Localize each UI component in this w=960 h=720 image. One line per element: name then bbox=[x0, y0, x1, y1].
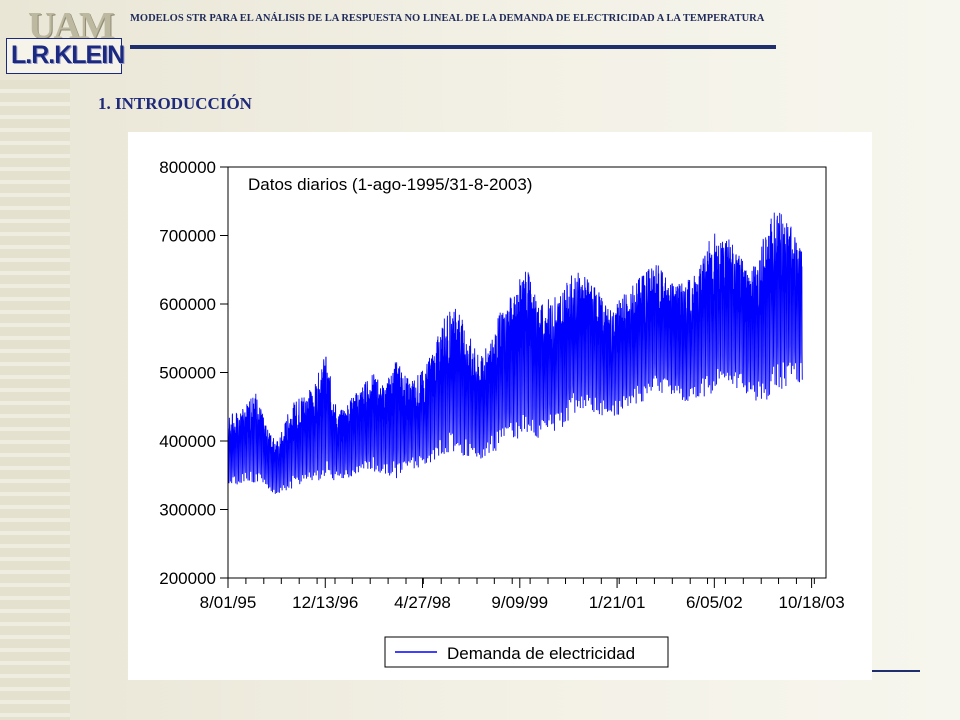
series-line-demanda bbox=[227, 212, 803, 494]
y-tick-label: 500000 bbox=[159, 364, 216, 383]
y-axis: 200000 300000 400000 500000 600000 700000 8000… bbox=[159, 158, 228, 588]
chart-panel: 200000 300000 400000 500000 600000 700000 8000… bbox=[128, 132, 872, 680]
logo-lrklein-text: L.R.KLEIN bbox=[11, 41, 125, 69]
series-layer bbox=[227, 212, 803, 494]
x-axis: 8/01/95 12/13/96 4/27/98 9/09/99 1/21/01 6/05… bbox=[200, 578, 845, 612]
x-tick-label: 12/13/96 bbox=[292, 593, 358, 612]
uam-lrklein-logo: UAM L.R.KLEIN bbox=[6, 4, 125, 74]
chart-annotation: Datos diarios (1-ago-1995/31-8-2003) bbox=[248, 175, 532, 194]
legend-label: Demanda de electricidad bbox=[447, 644, 635, 663]
y-tick-label: 200000 bbox=[159, 569, 216, 588]
x-tick-label: 9/09/99 bbox=[491, 593, 548, 612]
x-tick-label: 6/05/02 bbox=[686, 593, 743, 612]
footer-rule bbox=[872, 670, 920, 672]
header-divider bbox=[130, 45, 776, 49]
logo-box: L.R.KLEIN bbox=[6, 38, 125, 74]
x-tick-label: 8/01/95 bbox=[200, 593, 257, 612]
x-tick-label: 10/18/03 bbox=[779, 593, 845, 612]
x-tick-label: 4/27/98 bbox=[394, 593, 451, 612]
y-tick-label: 400000 bbox=[159, 432, 216, 451]
y-tick-label: 300000 bbox=[159, 501, 216, 520]
y-tick-label: 800000 bbox=[159, 158, 216, 177]
section-title: 1. INTRODUCCIÓN bbox=[98, 94, 252, 113]
legend: Demanda de electricidad bbox=[384, 636, 669, 668]
y-tick-label: 700000 bbox=[159, 227, 216, 246]
side-decoration bbox=[0, 80, 70, 720]
presentation-title: MODELOS STR PARA EL ANÁLISIS DE LA RESPU… bbox=[130, 13, 765, 24]
demand-line-chart: 200000 300000 400000 500000 600000 700000 8000… bbox=[159, 158, 845, 668]
x-tick-label: 1/21/01 bbox=[589, 593, 646, 612]
y-tick-label: 600000 bbox=[159, 295, 216, 314]
